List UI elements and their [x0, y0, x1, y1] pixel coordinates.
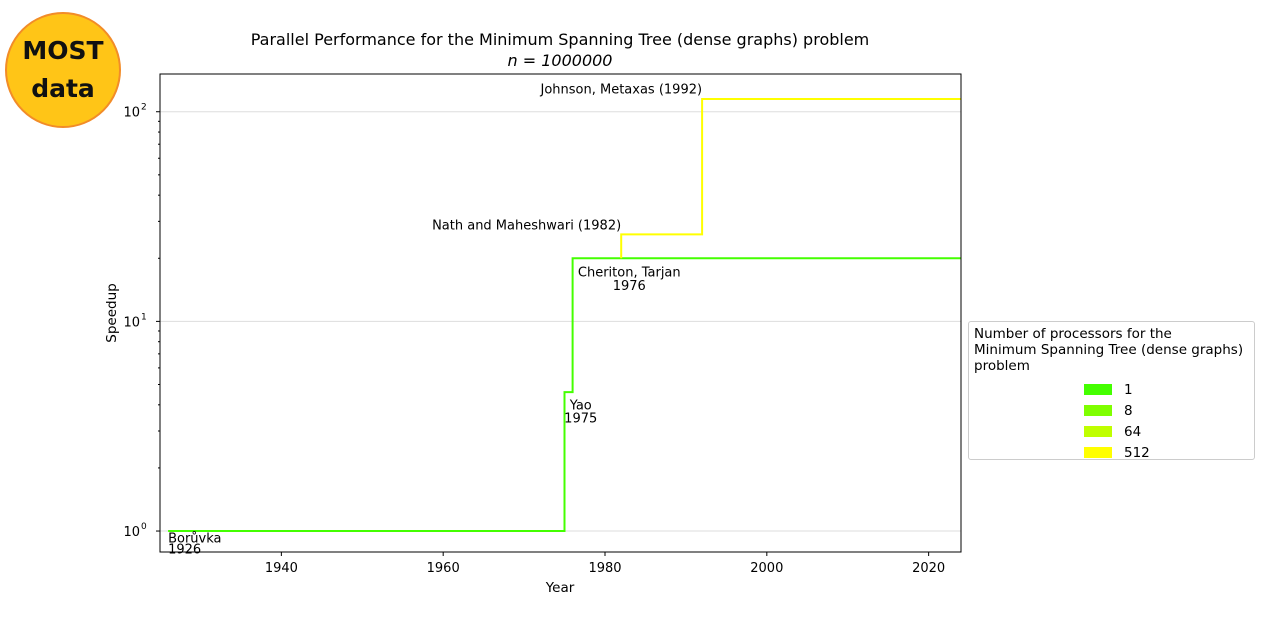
x-tick-label: 1940	[265, 561, 298, 576]
legend: Number of processors for the Minimum Spa…	[968, 321, 1255, 463]
annotation-label: Cheriton, Tarjan	[578, 265, 681, 280]
x-axis-label: Year	[545, 580, 575, 596]
legend-label: 64	[1124, 423, 1142, 440]
annotation-label: Borůvka	[168, 532, 221, 547]
legend-label: 1	[1124, 381, 1133, 398]
legend-label: 8	[1124, 402, 1133, 419]
x-tick-label: 1980	[588, 561, 621, 576]
y-tick-label: 10	[123, 315, 140, 330]
annotation-label: Nath and Maheshwari (1982)	[432, 218, 621, 233]
x-tick-label: 1960	[427, 561, 460, 576]
y-tick-label: 10	[123, 525, 140, 540]
annotation-label: Yao	[569, 398, 592, 413]
legend-item: 8	[1084, 400, 1249, 421]
legend-item: 512	[1084, 442, 1249, 463]
plot-area-frame	[159, 73, 962, 553]
y-tick-exponent: 1	[141, 312, 147, 322]
legend-item: 64	[1084, 421, 1249, 442]
annotation-label: 1926	[168, 543, 201, 558]
chart-title: Parallel Performance for the Minimum Spa…	[251, 30, 870, 49]
legend-swatch	[1084, 447, 1112, 458]
chart-subtitle: n = 1000000	[508, 51, 613, 70]
series-line	[620, 98, 961, 259]
most-data-logo: MOST data	[5, 12, 121, 128]
y-tick-exponent: 0	[141, 522, 147, 532]
legend-swatch	[1084, 384, 1112, 395]
legend-label: 512	[1124, 444, 1150, 461]
y-tick-exponent: 2	[141, 103, 147, 113]
legend-item: 1	[1084, 379, 1249, 400]
x-tick-label: 2000	[750, 561, 783, 576]
y-tick-label: 10	[123, 106, 140, 121]
series-lines	[168, 98, 961, 532]
x-tick-label: 2020	[912, 561, 945, 576]
grid	[160, 111, 961, 532]
legend-swatch	[1084, 405, 1112, 416]
legend-title: Number of processors for the Minimum Spa…	[974, 326, 1244, 374]
annotation-label: 1975	[564, 411, 597, 426]
logo-line-1: MOST	[22, 36, 104, 65]
legend-items: 1 8 64 512	[974, 379, 1249, 463]
annotation-label: Johnson, Metaxas (1992)	[540, 83, 703, 98]
series-line	[168, 257, 961, 532]
legend-swatch	[1084, 426, 1112, 437]
y-axis-label: Speedup	[104, 283, 120, 342]
logo-line-2: data	[31, 74, 95, 103]
annotation-label: 1976	[613, 279, 646, 294]
